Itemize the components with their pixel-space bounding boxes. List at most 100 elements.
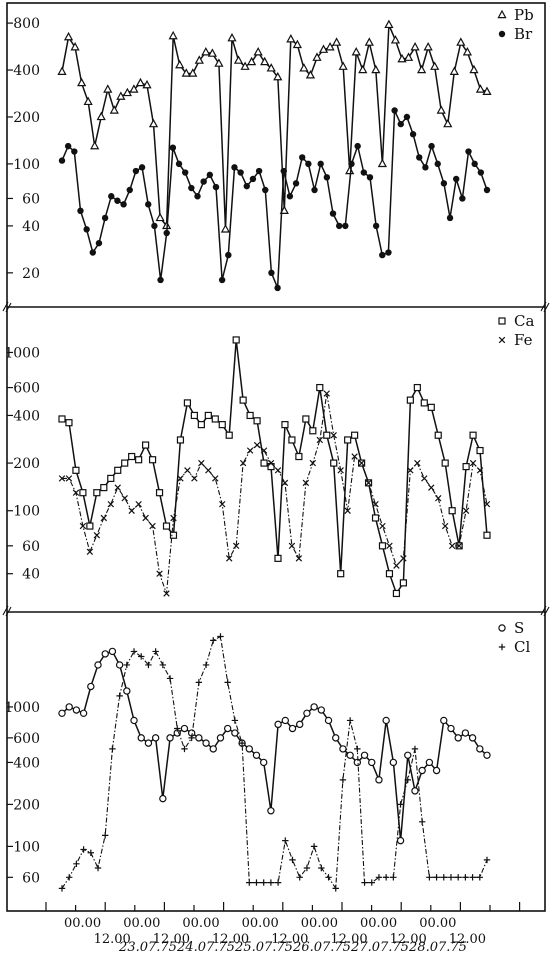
data-point [206,171,214,179]
data-point [246,447,254,454]
data-point [90,140,100,150]
data-point [324,716,333,725]
data-point [128,507,135,514]
data-point [252,751,261,759]
y-tick-label: 800 [13,16,40,32]
y-tick-label: 400 [13,63,40,79]
data-point [397,801,404,808]
data-point [459,195,466,202]
data-point [138,653,145,660]
data-point [129,84,139,93]
data-point [281,421,289,429]
data-point [72,466,80,474]
data-point [148,456,157,464]
data-point [77,77,87,87]
data-point [302,479,310,487]
data-point [77,207,84,215]
axis-break-mark [540,301,550,313]
x-tick-label: 00.00 [360,916,397,931]
data-point [433,874,440,881]
data-point [181,745,188,753]
legend-label: S [514,619,524,637]
data-point [66,874,73,881]
data-point [310,843,318,850]
data-point [448,507,456,515]
data-point [197,421,205,429]
data-point [211,415,219,423]
data-point [120,201,127,208]
data-point [339,776,347,784]
data-point [366,174,374,181]
legend-marker [498,30,506,38]
data-point [361,879,368,886]
data-point [441,522,449,530]
data-point [219,500,226,508]
data-point [323,174,331,181]
data-point [440,180,448,187]
legend-marker [498,624,506,632]
data-point [469,64,479,74]
data-point [368,879,375,886]
data-point [441,459,449,467]
x-axis: 00.0012.0000.0012.0000.0012.0000.0012.00… [45,902,521,955]
data-point [246,879,253,886]
data-point [100,514,108,522]
x-date-label: 23.07.75 [118,940,177,955]
data-point [483,531,491,539]
data-point [385,570,394,578]
data-point [274,720,282,729]
data-point [318,44,329,53]
data-point [354,142,361,150]
data-point [295,452,303,461]
data-point [330,459,338,467]
data-point [175,59,185,69]
data-point [274,879,282,886]
legend-marker [498,336,506,344]
series-br [58,107,491,292]
legend-item-fe: Fe [498,331,533,349]
data-point [339,745,347,753]
data-point [132,167,140,175]
data-point [212,183,220,191]
legend-label: Cl [514,638,530,656]
data-point [404,776,411,784]
data-point [299,154,306,161]
data-point [121,494,128,502]
data-point [72,489,80,496]
y-tick-label: 600 [13,381,40,397]
data-point [232,336,240,344]
legend-label: Br [514,25,533,43]
data-point [58,475,66,482]
data-point [365,479,372,487]
data-point [443,118,453,128]
data-point [329,210,337,217]
data-point [116,91,126,100]
y-tick-label: 40 [22,567,40,583]
data-point [79,489,87,497]
data-point [220,224,231,233]
y-tick-label: 600 [13,731,40,747]
data-point [303,864,311,872]
data-point [130,648,138,655]
data-point [430,61,440,70]
data-point [194,55,204,64]
data-point [169,531,178,539]
data-point [137,734,145,742]
data-point [87,849,95,856]
data-point [468,734,477,742]
y-tick-label: 200 [13,456,40,472]
series-cl [58,633,491,892]
data-point [145,201,152,208]
data-point [126,186,133,194]
figure-border [6,2,546,912]
x-tick-label: 00.00 [419,916,456,931]
data-point [93,532,101,539]
data-point [416,154,423,161]
y-tick-label: 20 [22,266,40,282]
data-point [188,184,195,192]
y-tick-label: 400 [13,755,40,771]
data-point [337,570,345,578]
data-point [407,467,414,474]
data-point [79,709,88,718]
